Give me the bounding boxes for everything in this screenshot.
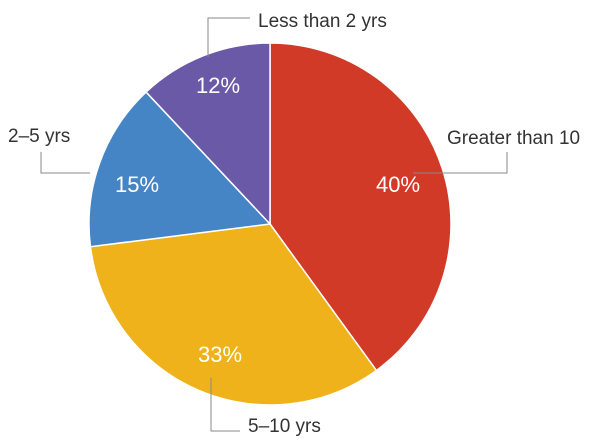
leader-line-greater-than-10 [413, 152, 508, 174]
percent-labels: 40% 33% 15% 12% [115, 73, 420, 367]
pie-slice-greater-than-10 [269, 42, 452, 372]
category-label-greater-than-10: Greater than 10 [447, 128, 580, 149]
category-label-less-than-2-yrs: Less than 2 yrs [258, 11, 387, 32]
leader-line-less-than-2-yrs [207, 17, 250, 57]
pie-slice-2-5-yrs [88, 90, 272, 248]
slice-percent-less-than-2-yrs: 12% [196, 73, 240, 98]
leader-lines [40, 17, 508, 432]
pie-slice-5-10-yrs [89, 223, 378, 406]
leader-line-5-10-yrs [210, 378, 240, 432]
category-label-2-5-yrs: 2–5 yrs [8, 126, 70, 147]
pie-slice-less-than-2-yrs [145, 42, 271, 226]
pie-slices [88, 42, 452, 406]
slice-percent-5-10-yrs: 33% [198, 342, 242, 367]
slice-percent-greater-than-10: 40% [376, 172, 420, 197]
leader-line-2-5-yrs [40, 152, 90, 174]
category-labels: Greater than 10 5–10 yrs 2–5 yrs Less th… [8, 11, 580, 437]
slice-percent-2-5-yrs: 15% [115, 172, 159, 197]
category-label-5-10-yrs: 5–10 yrs [248, 416, 321, 437]
